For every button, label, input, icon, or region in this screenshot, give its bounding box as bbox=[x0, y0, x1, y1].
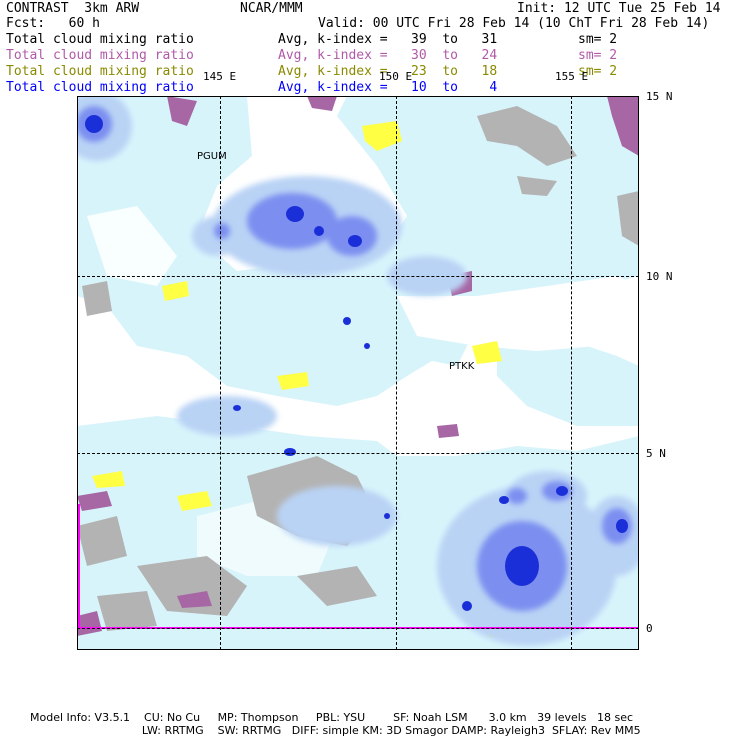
model-title: CONTRAST 3km ARW bbox=[6, 1, 140, 16]
cloud-core-layer bbox=[85, 115, 628, 611]
legend-range-2: Avg, k-index = 30 to 24 bbox=[278, 48, 498, 63]
lat-label-15n: 15 N bbox=[646, 90, 673, 103]
grid-line-lat-5 bbox=[77, 453, 639, 454]
lon-label-145: 145 E bbox=[203, 70, 237, 83]
station-label-ptkk: PTKK bbox=[449, 361, 475, 372]
legend-label-1: Total cloud mixing ratio bbox=[6, 32, 194, 47]
legend-range-4: Avg, k-index = 10 to 4 bbox=[278, 80, 498, 95]
valid-time: Valid: 00 UTC Fri 28 Feb 14 (10 ChT Fri … bbox=[318, 16, 710, 31]
grid-line-lat-10 bbox=[77, 276, 639, 277]
legend-sm-2: sm= 2 bbox=[578, 48, 618, 63]
cloud-field bbox=[77, 96, 639, 650]
init-time: Init: 12 UTC Tue 25 Feb 14 bbox=[517, 1, 721, 16]
lat-label-10n: 10 N bbox=[646, 270, 673, 283]
footer-physics-info: LW: RRTMG SW: RRTMG DIFF: simple KM: 3D … bbox=[30, 724, 641, 737]
legend-sm-1: sm= 2 bbox=[578, 32, 618, 47]
legend-label-4: Total cloud mixing ratio bbox=[6, 80, 194, 95]
lon-label-150: 150 E bbox=[379, 70, 413, 83]
legend-sm-3: sm= 2 bbox=[578, 64, 618, 79]
grid-line-lon-150 bbox=[396, 96, 397, 650]
forecast-hour: Fcst: 60 h bbox=[6, 16, 100, 31]
map-frame bbox=[77, 96, 639, 650]
legend-range-3: Avg, k-index = 23 to 18 bbox=[278, 64, 498, 79]
grid-line-lon-155 bbox=[571, 96, 572, 650]
footer-model-info: Model Info: V3.5.1 CU: No Cu MP: Thompso… bbox=[30, 711, 634, 724]
legend-label-2: Total cloud mixing ratio bbox=[6, 48, 194, 63]
map-panel: PGUM PTKK bbox=[77, 96, 639, 650]
legend-label-3: Total cloud mixing ratio bbox=[6, 64, 194, 79]
station-label-pgum: PGUM bbox=[197, 151, 227, 162]
lon-label-155: 155 E bbox=[555, 70, 589, 83]
legend-range-1: Avg, k-index = 39 to 31 bbox=[278, 32, 498, 47]
grid-line-lon-145 bbox=[220, 96, 221, 650]
org-label: NCAR/MMM bbox=[240, 1, 303, 16]
grid-line-lat-0 bbox=[77, 628, 639, 629]
lat-label-5n: 5 N bbox=[646, 447, 666, 460]
lat-label-0: 0 bbox=[646, 622, 653, 635]
cloud-dense-layer bbox=[77, 106, 632, 611]
